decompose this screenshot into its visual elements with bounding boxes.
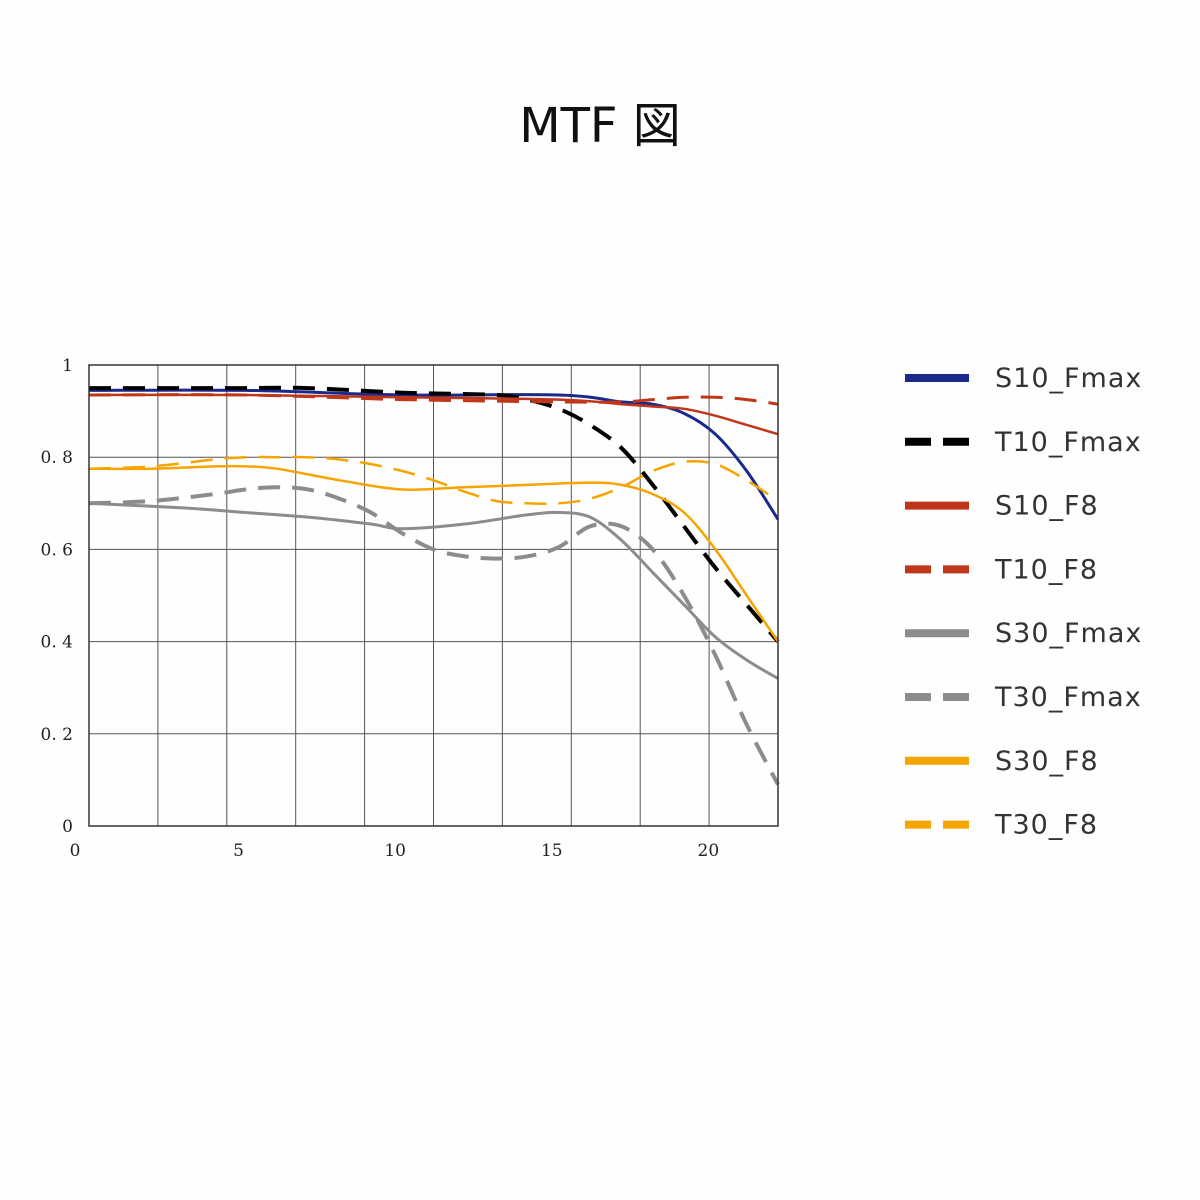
x-tick-label: 0 [70, 841, 81, 861]
y-tick-label: 0. 2 [41, 725, 73, 745]
chart-grid [89, 365, 778, 826]
chart-title: MTF 図 [519, 98, 681, 154]
legend-label: T30_F8 [994, 810, 1098, 841]
y-tick-label: 1 [62, 356, 73, 376]
legend-label: T10_Fmax [994, 427, 1142, 458]
x-tick-label: 5 [233, 841, 244, 861]
series-line-t30-f8 [88, 455, 779, 506]
x-tick-label: 20 [698, 841, 720, 861]
x-tick-label: 15 [541, 841, 563, 861]
y-tick-label: 0. 6 [41, 540, 73, 560]
chart-series [88, 385, 780, 786]
y-tick-label: 0. 4 [41, 633, 73, 653]
x-axis-ticks: 0 5 10 15 20 [70, 841, 720, 861]
plot-frame [88, 364, 779, 827]
x-tick-label: 10 [384, 841, 406, 861]
y-tick-label: 0. 8 [41, 448, 73, 468]
y-tick-label: 0 [62, 817, 73, 837]
legend-label: T10_F8 [994, 554, 1098, 585]
series-line-t10-f8 [88, 393, 779, 406]
series-line-t30-fmax [88, 485, 780, 786]
legend-label: S30_Fmax [995, 618, 1142, 649]
y-axis-ticks: 0 0. 2 0. 4 0. 6 0. 8 1 [41, 356, 73, 837]
legend-label: S10_Fmax [995, 363, 1142, 394]
legend-label: S10_F8 [995, 491, 1099, 522]
series-line-t10-fmax [89, 385, 780, 643]
legend: S10_Fmax T10_Fmax S10_F8 T10_F8 S30_Fmax T30_… [905, 363, 1142, 841]
series-line-s30-f8 [88, 464, 780, 643]
legend-label: S30_F8 [995, 746, 1099, 777]
legend-label: T30_Fmax [994, 682, 1142, 713]
